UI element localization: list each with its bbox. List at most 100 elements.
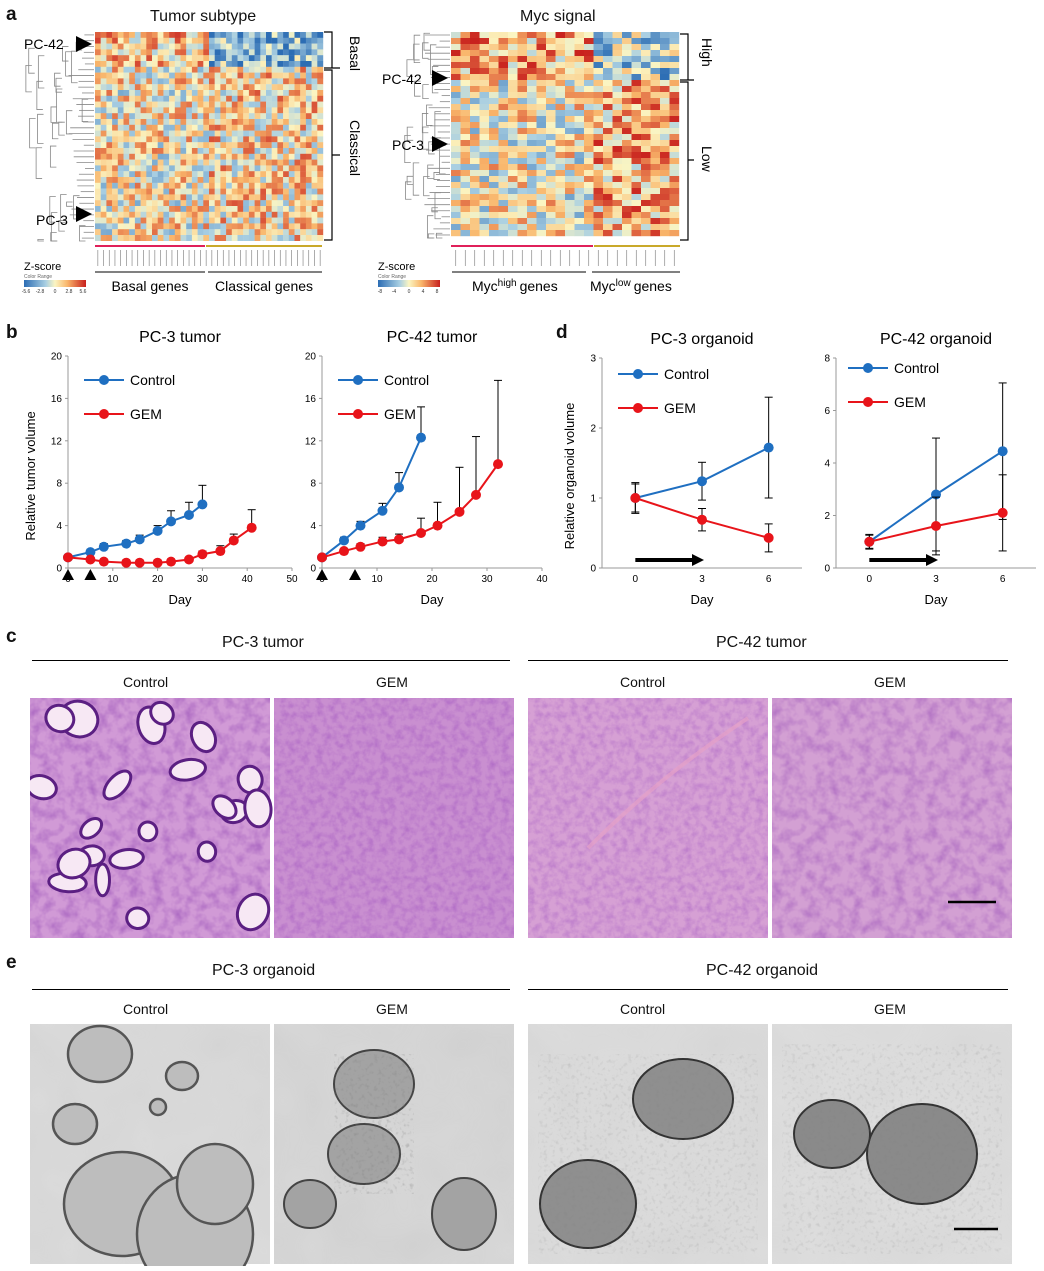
- heatmap-cell: [260, 153, 267, 160]
- heatmap-cell: [163, 194, 170, 201]
- heatmap-cell: [152, 182, 158, 189]
- heatmap-cell: [300, 95, 307, 102]
- heatmap-cell: [226, 101, 232, 108]
- heatmap-cell: [479, 164, 490, 171]
- heatmap-cell: [220, 142, 227, 149]
- data-point-gem: [355, 541, 366, 552]
- heatmap-cell: [209, 119, 215, 125]
- pc42-arrow-right: [432, 70, 448, 86]
- heatmap-cell: [203, 206, 210, 212]
- heatmap-cell: [641, 200, 651, 207]
- dendrogram-link: [54, 72, 61, 87]
- heatmap-cell: [237, 90, 244, 96]
- heatmap-cell: [123, 223, 130, 230]
- heatmap-cell: [134, 90, 141, 96]
- heatmap-cell: [209, 165, 215, 172]
- heatmap-cell: [129, 206, 136, 212]
- heatmap-cell: [603, 182, 613, 189]
- heatmap-cell: [288, 153, 295, 160]
- heatmap-cell: [546, 188, 556, 195]
- heatmap-cell: [157, 43, 164, 50]
- heatmap-cell: [157, 211, 164, 218]
- pc3-label-left: PC-3: [36, 212, 68, 228]
- legend-marker: [353, 409, 363, 419]
- heatmap-cell: [565, 188, 575, 195]
- heatmap-cell: [271, 72, 278, 79]
- heatmap-cell: [584, 218, 594, 225]
- heatmap-cell: [123, 159, 130, 166]
- heatmap-cell: [546, 44, 556, 51]
- heatmap-cell: [134, 37, 141, 44]
- heatmap-cell: [134, 95, 141, 102]
- heatmap-cell: [129, 171, 136, 178]
- svg-text:-4: -4: [392, 289, 397, 295]
- heatmap-cell: [260, 165, 267, 172]
- heatmap-cell: [266, 95, 272, 102]
- heatmap-cell: [305, 124, 312, 131]
- heatmap-cell: [95, 66, 101, 73]
- heatmap-cell: [271, 229, 278, 236]
- x-axis-label: Day: [420, 592, 444, 607]
- heatmap-cell: [498, 56, 509, 63]
- heatmap-cell: [603, 80, 613, 87]
- heatmap-cell: [180, 61, 187, 67]
- heatmap-cell: [508, 140, 518, 147]
- heatmap-cell: [271, 43, 278, 50]
- heatmap-cell: [209, 113, 215, 120]
- heatmap-cell: [479, 158, 490, 165]
- heatmap-cell: [470, 146, 480, 153]
- panel-e-group1-line: [32, 989, 510, 990]
- heatmap-cell: [266, 229, 272, 236]
- heatmap-cell: [283, 177, 289, 183]
- heatmap-cell: [174, 223, 181, 230]
- heatmap-cell: [311, 182, 318, 189]
- heatmap-cell: [283, 171, 289, 178]
- heatmap-cell: [593, 158, 604, 165]
- heatmap-cell: [479, 104, 490, 111]
- heatmap-cell: [248, 206, 255, 212]
- heatmap-cell: [277, 107, 284, 114]
- heatmap-cell: [300, 130, 307, 137]
- chart-title: PC-42 tumor: [387, 329, 478, 346]
- heatmap-cell: [266, 217, 272, 224]
- heatmap-cell: [134, 61, 141, 67]
- panel-e-letter: e: [6, 952, 17, 973]
- heatmap-cell: [574, 170, 585, 177]
- heatmap-cell: [593, 62, 604, 69]
- heatmap-cell: [555, 38, 566, 45]
- heatmap-cell: [106, 153, 113, 160]
- heatmap-cell: [220, 206, 227, 212]
- heatmap-cell: [612, 98, 623, 105]
- heatmap-cell: [527, 32, 537, 39]
- heatmap-cell: [612, 44, 623, 51]
- heatmap-cell: [243, 206, 250, 212]
- heatmap-cell: [294, 66, 301, 73]
- heatmap-cell: [277, 177, 284, 183]
- dendrogram-link: [406, 175, 414, 185]
- heatmap-cell: [631, 164, 642, 171]
- heatmap-cell: [565, 74, 575, 81]
- heatmap-cell: [489, 62, 499, 69]
- heatmap-cell: [593, 206, 604, 213]
- heatmap-cell: [489, 164, 499, 171]
- heatmap-cell: [546, 38, 556, 45]
- data-point-gem: [98, 556, 109, 567]
- heatmap-cell: [536, 104, 547, 111]
- heatmap-cell: [226, 182, 232, 189]
- heatmap-cell: [191, 95, 198, 102]
- heatmap-cell: [146, 84, 153, 91]
- heatmap-cell: [260, 113, 267, 120]
- heatmap-cell: [169, 107, 175, 114]
- heatmap-cell: [305, 182, 312, 189]
- heatmap-cell: [220, 235, 227, 241]
- left-gene-names: [97, 250, 321, 266]
- heatmap-cell: [641, 44, 651, 51]
- heatmap-cell: [226, 194, 232, 201]
- heatmap-cell: [460, 134, 471, 141]
- heatmap-cell: [300, 124, 307, 131]
- heatmap-cell: [546, 170, 556, 177]
- heatmap-cell: [317, 142, 324, 149]
- heatmap-cell: [117, 43, 124, 50]
- heatmap-cell: [231, 217, 238, 224]
- heatmap-cell: [317, 206, 324, 212]
